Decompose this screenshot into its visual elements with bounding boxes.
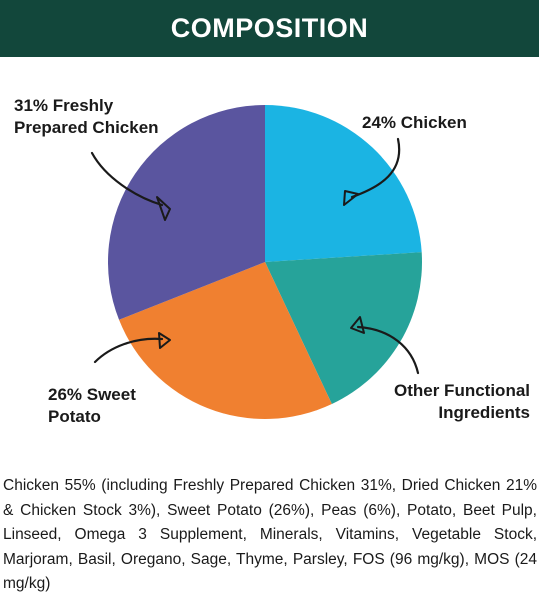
arrow-line-1	[356, 325, 420, 375]
header-banner: COMPOSITION	[0, 0, 539, 57]
arrow-line-0	[350, 137, 401, 199]
arrow-head-1	[350, 316, 365, 334]
ingredients-description: Chicken 55% (including Freshly Prepared …	[3, 477, 537, 592]
slice-label-2-line-0: 26% Sweet	[48, 385, 136, 404]
arrow-line-2	[93, 337, 164, 364]
slice-label-3-line-1: Prepared Chicken	[14, 118, 159, 137]
slice-labels: 24% Chicken Other Functional Ingredients 26…	[14, 96, 530, 426]
slice-label-1: Other Functional Ingredients	[394, 381, 530, 422]
slice-label-2-line-1: Potato	[48, 407, 101, 426]
slice-label-1-line-0: Other Functional	[394, 381, 530, 400]
slice-label-0-line-0: 24% Chicken	[362, 113, 467, 132]
pie-slice-0	[265, 105, 422, 262]
pie-slice-3	[108, 105, 265, 320]
arrow-head-3	[156, 196, 171, 221]
slice-label-3-line-0: 31% Freshly	[14, 96, 114, 115]
arrow-line-3	[90, 151, 164, 207]
arrow-head-0	[343, 190, 359, 206]
label-arrows	[90, 137, 420, 375]
pie-slices	[108, 105, 423, 420]
arrow-head-2	[158, 332, 171, 349]
slice-label-0: 24% Chicken	[362, 113, 467, 132]
slice-label-2: 26% Sweet Potato	[48, 385, 136, 426]
slice-label-3: 31% Freshly Prepared Chicken	[14, 96, 159, 137]
composition-pie-chart: 24% Chicken Other Functional Ingredients 26…	[14, 96, 530, 426]
page-title: COMPOSITION	[170, 13, 369, 43]
pie-slice-2	[119, 262, 332, 420]
slice-label-1-line-1: Ingredients	[438, 403, 530, 422]
pie-slice-1	[265, 252, 423, 405]
